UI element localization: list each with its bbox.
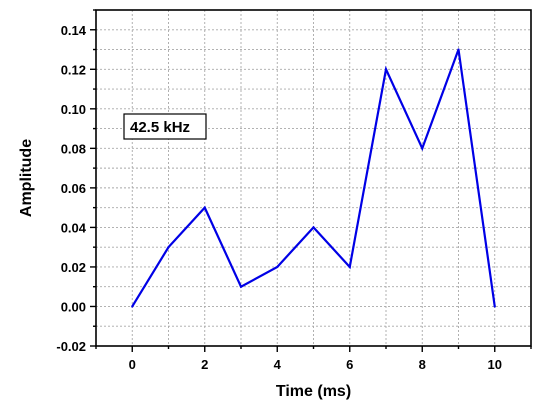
data-point bbox=[239, 285, 243, 288]
x-tick-label: 4 bbox=[274, 357, 282, 372]
y-tick-label: 0.04 bbox=[61, 220, 87, 235]
data-point bbox=[312, 226, 315, 229]
annotation-label: 42.5 kHz bbox=[130, 119, 190, 136]
y-tick-label: 0.00 bbox=[61, 299, 86, 314]
data-point bbox=[276, 265, 279, 269]
annotation-frame bbox=[123, 113, 207, 140]
y-axis-title: Amplitude bbox=[18, 139, 35, 217]
data-point bbox=[493, 305, 496, 308]
data-point bbox=[203, 206, 206, 209]
data-point bbox=[384, 68, 388, 71]
y-tick-label: 0.02 bbox=[61, 260, 86, 275]
y-tick-label: 0.08 bbox=[61, 141, 86, 156]
y-tick-label: 0.10 bbox=[61, 102, 86, 117]
x-tick-label: 2 bbox=[201, 357, 208, 372]
data-point bbox=[421, 147, 424, 150]
data-point bbox=[348, 265, 351, 269]
y-tick-label: 0.06 bbox=[61, 181, 86, 196]
annotation-box: 42.5 kHz bbox=[123, 113, 207, 140]
x-axis-title: Time (ms) bbox=[276, 383, 351, 400]
data-point bbox=[167, 246, 170, 249]
data-point bbox=[457, 48, 460, 51]
y-tick-label: -0.02 bbox=[56, 339, 86, 354]
x-tick-label: 8 bbox=[419, 357, 426, 372]
grid bbox=[96, 10, 531, 346]
y-tick-label: 0.12 bbox=[61, 62, 86, 77]
x-tick-label: 10 bbox=[488, 357, 502, 372]
plot-frame bbox=[95, 9, 532, 347]
y-tick-label: 0.14 bbox=[61, 23, 87, 38]
tick-labels: 0 2 4 6 8 10 -0.02 0.00 0.02 0.04 0.06 0.08 0.10 0.12… bbox=[56, 23, 502, 372]
data-point bbox=[131, 305, 134, 308]
x-tick-label: 6 bbox=[346, 357, 353, 372]
series-layer bbox=[131, 48, 496, 308]
x-tick-label: 0 bbox=[129, 357, 136, 372]
